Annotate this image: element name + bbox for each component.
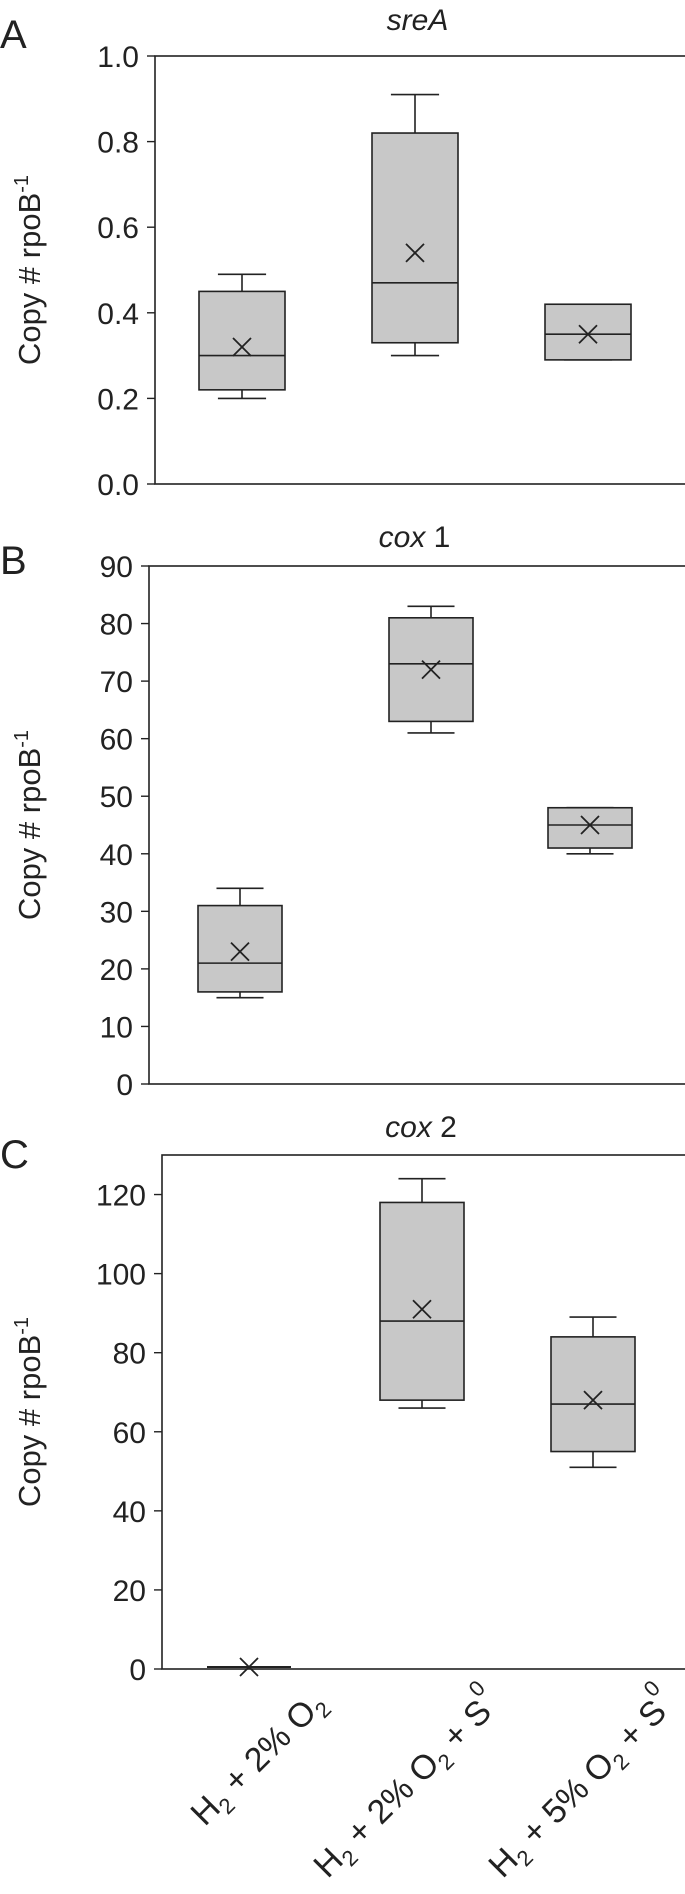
box-3: [547, 806, 633, 855]
y-axis-label: Copy # rpoB-1: [11, 730, 47, 920]
box-2: [388, 605, 474, 734]
y-tick-label: 0: [116, 1069, 133, 1102]
iqr-box: [550, 1336, 636, 1453]
y-tick-label: 80: [113, 1338, 146, 1371]
box-2: [371, 93, 459, 357]
panel-title: sreA: [387, 4, 449, 37]
y-tick-label: 20: [100, 954, 133, 987]
y-tick-label: 60: [113, 1417, 146, 1450]
category-label-2: H2 + 2% O2 + S0: [298, 1675, 511, 1888]
panel-title: cox 1: [379, 521, 451, 554]
y-tick-label: 80: [100, 609, 133, 642]
panel-letter: A: [0, 13, 27, 57]
box-3: [544, 303, 632, 361]
iqr-box: [197, 904, 283, 993]
y-tick-label: 60: [100, 724, 133, 757]
mean-marker: [405, 243, 425, 263]
box-1: [197, 887, 283, 999]
y-tick-label: 0: [129, 1654, 146, 1687]
y-tick-label: 0.2: [97, 383, 139, 416]
mean-marker: [580, 815, 600, 835]
y-axis-label: Copy # rpoB-1: [11, 175, 47, 365]
y-tick-label: 1.0: [97, 41, 139, 74]
y-tick-label: 40: [100, 839, 133, 872]
panel-title: cox 2: [385, 1111, 457, 1144]
y-tick-label: 120: [96, 1180, 146, 1213]
iqr-box: [198, 290, 286, 391]
y-tick-label: 20: [113, 1575, 146, 1608]
y-tick-label: 90: [100, 551, 133, 584]
box-1: [198, 273, 286, 400]
iqr-box: [379, 1201, 465, 1401]
iqr-box: [371, 132, 459, 344]
mean-marker: [583, 1390, 603, 1410]
panel-letter: C: [0, 1133, 29, 1177]
mean-marker: [230, 941, 250, 962]
y-tick-label: 30: [100, 896, 133, 929]
box-1: [207, 1657, 291, 1677]
iqr-box: [544, 303, 632, 361]
y-tick-label: 10: [100, 1011, 133, 1044]
y-tick-label: 0.4: [97, 298, 139, 331]
y-tick-label: 70: [100, 666, 133, 699]
y-tick-label: 50: [100, 781, 133, 814]
box-3: [550, 1316, 636, 1469]
y-tick-label: 0.0: [97, 469, 139, 502]
y-tick-label: 0.6: [97, 212, 139, 245]
plot-frame: [154, 55, 685, 485]
category-label-1: H2 + 2% O2: [184, 1684, 337, 1837]
y-tick-label: 100: [96, 1259, 146, 1292]
mean-marker: [412, 1299, 432, 1319]
y-tick-label: 40: [113, 1496, 146, 1529]
box-2: [379, 1177, 465, 1409]
panel-letter: B: [0, 539, 27, 583]
iqr-box: [547, 806, 633, 849]
mean-marker: [232, 337, 252, 357]
mean-marker: [239, 1657, 259, 1677]
plot-frame: [148, 565, 685, 1085]
y-tick-label: 0.8: [97, 127, 139, 160]
mean-marker: [578, 324, 598, 344]
category-label-3: H2 + 5% O2 + S0: [473, 1675, 685, 1888]
y-axis-label: Copy # rpoB-1: [11, 1317, 47, 1507]
mean-marker: [421, 659, 441, 680]
plot-frame: [161, 1154, 685, 1670]
